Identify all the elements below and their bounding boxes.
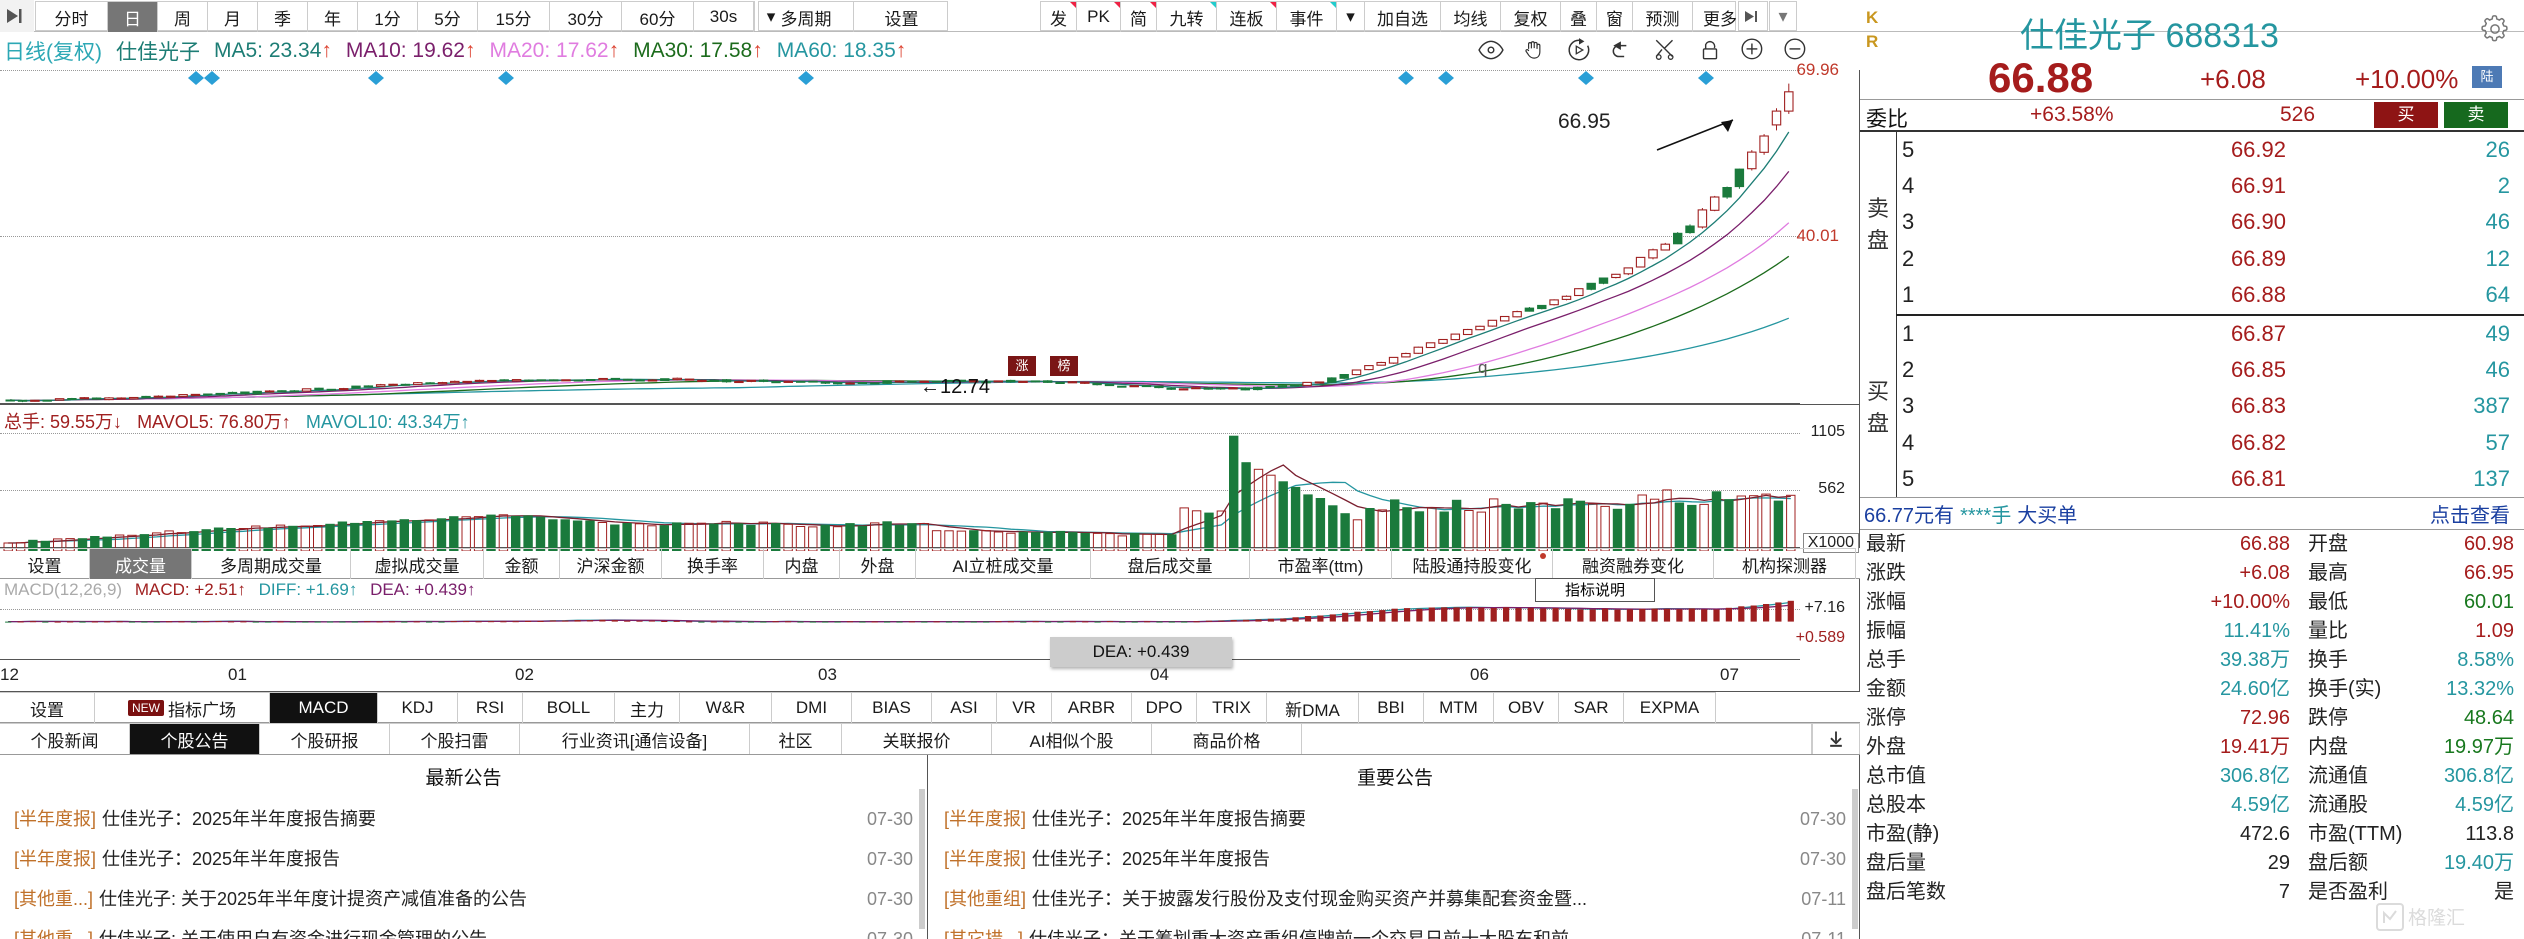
svg-text:格隆汇: 格隆汇: [2408, 907, 2465, 929]
